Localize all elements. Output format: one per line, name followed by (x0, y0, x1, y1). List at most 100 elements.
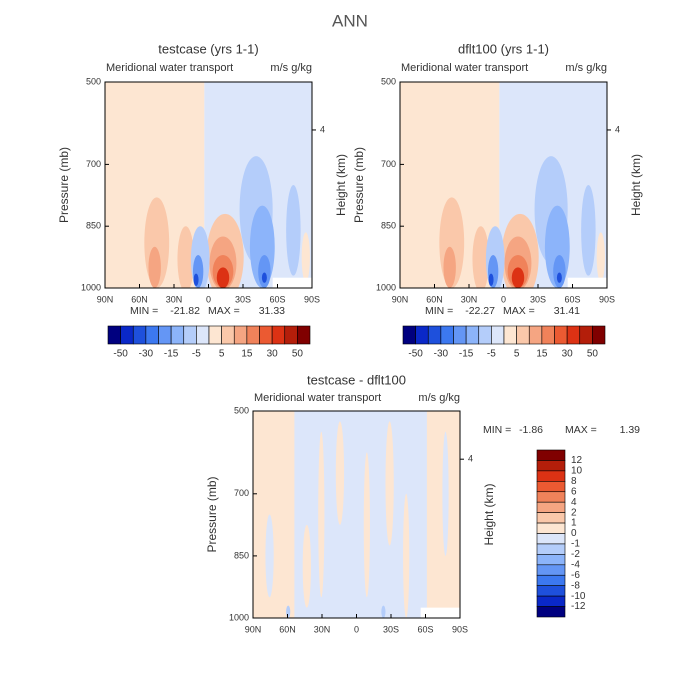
colorbar-box (592, 325, 606, 345)
x-tick-label: 30N (166, 294, 183, 304)
contour-region (567, 277, 607, 288)
colorbar-box (196, 325, 210, 345)
panel-subtitle: Meridional water transport (106, 62, 233, 74)
x-tick-label: 60N (131, 294, 148, 304)
max-label: MAX = (208, 305, 240, 317)
panel-subtitle: Meridional water transport (401, 62, 528, 74)
colorbar-box (208, 325, 222, 345)
colorbar-label: -6 (571, 570, 580, 581)
colorbar-box (145, 325, 159, 345)
panel-units: m/s g/kg (418, 392, 460, 404)
contour-region (272, 277, 312, 288)
y-tick-label: 1000 (81, 282, 101, 292)
x-tick-label: 0 (501, 294, 506, 304)
y-axis-title: Pressure (mb) (57, 147, 71, 223)
colorbar-label: -30 (434, 349, 449, 360)
contour-region (385, 421, 394, 546)
y2-tick-label: 4 (320, 124, 325, 134)
contour-region (286, 185, 301, 276)
colorbar-box (528, 325, 543, 345)
colorbar-box (536, 554, 566, 566)
y-tick-label: 500 (86, 76, 101, 86)
panel-title: dflt100 (yrs 1-1) (458, 41, 549, 56)
colorbar-box (536, 501, 566, 513)
y2-tick-label: 4 (468, 454, 473, 464)
colorbar-label: -30 (139, 349, 154, 360)
contour-region (443, 246, 456, 288)
y-tick-label: 500 (381, 76, 396, 86)
colorbar-box (158, 325, 172, 345)
colorbar-box (465, 325, 480, 345)
colorbar-label: -5 (192, 349, 201, 360)
x-tick-label: 90S (452, 624, 468, 634)
contour-region (420, 607, 460, 618)
contour-region (265, 514, 274, 598)
panel-subtitle: Meridional water transport (254, 392, 381, 404)
figure-title: ANN (332, 11, 368, 30)
colorbar-label: -15 (164, 349, 179, 360)
contour-region (442, 431, 449, 556)
contour-region (216, 267, 230, 288)
x-tick-label: 60N (279, 624, 296, 634)
colorbar-box (554, 325, 568, 345)
x-tick-label: 90N (392, 294, 409, 304)
contour-region (177, 226, 195, 288)
colorbar-box (233, 325, 248, 345)
y-tick-label: 700 (86, 159, 101, 169)
contour-field (253, 411, 460, 618)
x-tick-label: 30S (383, 624, 399, 634)
contour-region (253, 411, 295, 618)
x-tick-label: 90N (245, 624, 262, 634)
y-tick-label: 700 (234, 488, 249, 498)
colorbar-label: 5 (514, 349, 520, 360)
colorbar-box (516, 325, 530, 345)
x-tick-label: 0 (206, 294, 211, 304)
x-tick-label: 90S (304, 294, 320, 304)
colorbar-label: -4 (571, 559, 580, 570)
colorbar-label: 2 (571, 507, 577, 518)
max-value: 1.39 (620, 424, 641, 436)
max-label: MAX = (565, 424, 597, 436)
colorbar-label: -50 (408, 349, 423, 360)
contour-region (318, 431, 325, 598)
colorbar-label: 4 (571, 497, 577, 508)
contour-region (302, 524, 311, 608)
colorbar-box (536, 512, 566, 524)
x-tick-label: 0 (354, 624, 359, 634)
colorbar-box (579, 325, 593, 345)
colorbar-box (440, 325, 454, 345)
colorbar-box (284, 325, 298, 345)
min-label: MIN = (425, 305, 453, 317)
colorbar-box (536, 585, 566, 597)
max-value: 31.33 (259, 305, 285, 317)
min-value: -1.86 (519, 424, 543, 436)
colorbar-label: 15 (241, 349, 253, 360)
colorbar-box (536, 606, 566, 618)
contour-field (400, 82, 607, 288)
contour-region (511, 267, 525, 288)
contour-region (335, 421, 345, 525)
x-tick-label: 60S (269, 294, 285, 304)
colorbar-label: -12 (571, 601, 586, 612)
colorbar-box (221, 325, 235, 345)
colorbar-label: -5 (487, 349, 496, 360)
y2-axis-title: Height (km) (629, 154, 643, 216)
colorbar-box (259, 325, 273, 345)
contour-region (363, 452, 370, 598)
colorbar-label: 10 (571, 466, 583, 477)
colorbar-box (271, 325, 286, 345)
colorbar-label: -50 (113, 349, 128, 360)
y-tick-label: 1000 (229, 612, 249, 622)
y2-axis-title: Height (km) (334, 154, 348, 216)
colorbar-box (478, 325, 492, 345)
panel-units: m/s g/kg (270, 62, 312, 74)
colorbar-box (536, 564, 566, 576)
contour-region (301, 232, 310, 282)
colorbar-box (541, 325, 555, 345)
colorbar-box (536, 491, 566, 503)
colorbar-box (566, 325, 581, 345)
colorbar-label: 30 (267, 349, 279, 360)
colorbar-label: -15 (459, 349, 474, 360)
colorbar-label: 6 (571, 486, 577, 497)
